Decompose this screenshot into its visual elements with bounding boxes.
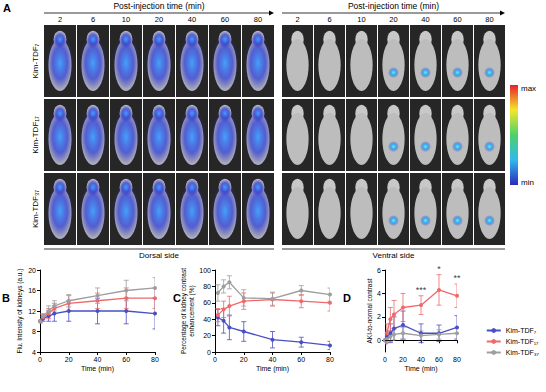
svg-text:max: max [521,84,536,93]
svg-text:80: 80 [151,356,159,363]
svg-text:Kim-TDF₇: Kim-TDF₇ [506,327,537,334]
svg-text:12: 12 [28,308,36,315]
svg-text:60: 60 [203,299,211,306]
svg-text:8: 8 [32,328,36,335]
svg-text:Kim-TDF₁₇: Kim-TDF₁₇ [31,116,40,154]
svg-text:enhancement (%): enhancement (%) [188,285,196,336]
svg-text:Time (min): Time (min) [404,365,437,373]
svg-text:20: 20 [203,332,211,339]
svg-text:20: 20 [155,15,163,24]
svg-text:Dorsal side: Dorsal side [139,251,180,260]
svg-text:20: 20 [389,15,397,24]
svg-text:10: 10 [357,15,365,24]
svg-text:20: 20 [399,356,407,363]
svg-text:Kim-TDF₃₇: Kim-TDF₃₇ [31,190,40,228]
svg-text:80: 80 [453,356,461,363]
svg-text:Time (min): Time (min) [81,365,114,373]
svg-text:40: 40 [421,15,429,24]
svg-text:6: 6 [377,267,381,274]
svg-text:60: 60 [221,15,229,24]
svg-text:Kim-TDF₃₇: Kim-TDF₃₇ [506,349,540,356]
svg-text:6: 6 [91,15,95,24]
svg-text:80: 80 [203,283,211,290]
svg-text:20: 20 [65,356,73,363]
svg-text:80: 80 [326,356,334,363]
svg-text:16: 16 [28,287,36,294]
svg-text:0: 0 [377,337,381,344]
svg-text:2: 2 [58,15,62,24]
svg-text:***: *** [416,285,427,295]
svg-text:60: 60 [453,15,461,24]
svg-text:20: 20 [240,356,248,363]
svg-text:80: 80 [254,15,262,24]
svg-text:A: A [3,2,11,14]
svg-text:60: 60 [297,356,305,363]
svg-text:2: 2 [295,15,299,24]
svg-text:4: 4 [32,349,36,356]
svg-text:60: 60 [435,356,443,363]
svg-text:C: C [173,291,181,304]
svg-text:**: ** [453,273,461,283]
svg-text:10: 10 [122,15,130,24]
svg-text:0: 0 [213,356,217,363]
svg-text:0: 0 [207,349,211,356]
svg-text:100: 100 [199,267,211,274]
svg-text:Ventral side: Ventral side [373,251,415,260]
svg-text:Post-injection time (min): Post-injection time (min) [113,1,204,11]
svg-text:2: 2 [377,313,381,320]
svg-text:Post-injection time (min): Post-injection time (min) [348,1,439,11]
svg-text:4: 4 [377,290,381,297]
svg-text:40: 40 [188,15,196,24]
svg-text:40: 40 [203,316,211,323]
svg-text:Kim-TDF₇: Kim-TDF₇ [31,43,40,78]
svg-text:Kim-TDF₁₇: Kim-TDF₁₇ [506,338,539,345]
svg-text:min: min [521,178,534,187]
svg-text:*: * [437,264,441,274]
svg-text:AKI-to-normal contrast: AKI-to-normal contrast [366,278,373,343]
svg-text:Time (min): Time (min) [256,365,289,373]
svg-text:40: 40 [269,356,277,363]
svg-text:D: D [343,292,351,304]
svg-text:20: 20 [28,267,36,274]
svg-text:80: 80 [485,15,493,24]
svg-text:60: 60 [122,356,130,363]
svg-text:40: 40 [417,356,425,363]
svg-text:0: 0 [383,356,387,363]
svg-text:6: 6 [327,15,331,24]
svg-text:Percentage of kidney contrast: Percentage of kidney contrast [180,268,188,354]
svg-text:0: 0 [38,356,42,363]
svg-text:B: B [2,292,10,304]
svg-text:40: 40 [94,356,102,363]
svg-text:Flu. Intensity of kidneys (a.u: Flu. Intensity of kidneys (a.u.) [16,269,24,354]
